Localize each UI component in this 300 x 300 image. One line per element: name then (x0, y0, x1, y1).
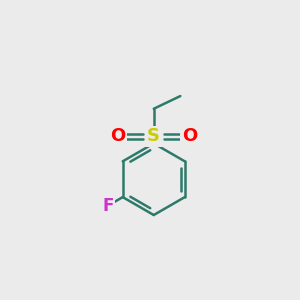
Text: O: O (110, 128, 126, 146)
Text: O: O (182, 128, 197, 146)
Text: S: S (147, 128, 160, 146)
Text: F: F (102, 197, 113, 215)
